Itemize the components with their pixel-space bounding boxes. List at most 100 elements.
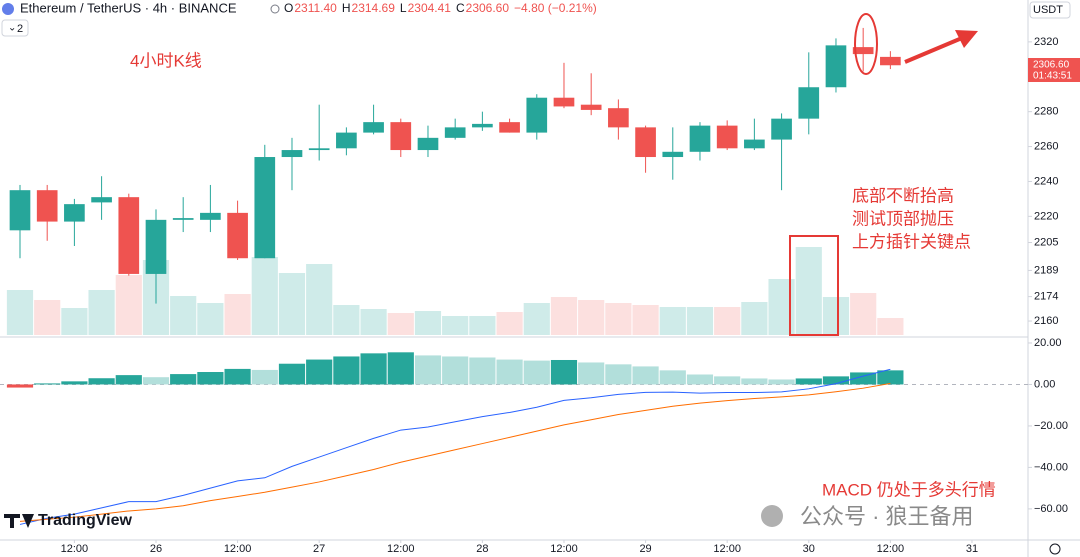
y-tick-label: 2189 — [1034, 264, 1058, 276]
volume-bar — [6, 290, 34, 335]
volume-bar — [496, 312, 523, 335]
volume-bar — [714, 307, 741, 335]
volume-bar — [115, 275, 142, 335]
histogram-bar — [578, 362, 605, 385]
countdown: 01:43:51 — [1033, 71, 1072, 82]
candle-body — [689, 125, 711, 152]
ohlc-item: −4.80 (−0.21%) — [514, 1, 597, 15]
x-tick-label: 12:00 — [61, 543, 89, 555]
histogram-bar — [142, 377, 170, 385]
ohlc-item: 2311.40 — [294, 1, 337, 15]
volume-bar — [578, 300, 605, 335]
histogram-bar — [414, 355, 442, 385]
histogram-bar — [605, 364, 632, 385]
volume-bar — [251, 257, 278, 335]
volume-bar — [550, 297, 578, 335]
candle-body — [825, 45, 847, 88]
candle-body — [227, 212, 248, 259]
y-tick-label: 2320 — [1034, 36, 1058, 48]
candle-body — [580, 104, 602, 110]
candle-body — [771, 118, 792, 140]
volume-bar — [224, 294, 251, 335]
candle-body — [662, 151, 684, 158]
volume-bar — [877, 318, 904, 335]
histogram-bar — [469, 357, 496, 385]
histogram-bar — [387, 352, 414, 385]
histogram-bar — [659, 370, 686, 385]
histogram-bar — [877, 370, 904, 385]
annotation: 上方插针关键点 — [852, 232, 971, 251]
x-tick-label: 26 — [150, 543, 162, 555]
candle-body — [336, 132, 357, 149]
highlight-box — [789, 235, 839, 336]
volume-bar — [741, 302, 768, 335]
y-tick-label: 20.00 — [1034, 337, 1062, 349]
histogram-bar — [360, 353, 387, 385]
x-tick-label: 12:00 — [550, 543, 578, 555]
histogram-bar — [850, 372, 877, 385]
candle-body — [472, 123, 493, 128]
y-tick-label: 0.00 — [1034, 378, 1055, 390]
candle-body — [9, 190, 31, 231]
annotation: MACD 仍处于多头行情 — [822, 480, 996, 499]
x-tick-label: 31 — [966, 543, 978, 555]
x-tick-label: 28 — [476, 543, 488, 555]
histogram-bar — [741, 378, 768, 385]
wechat-icon — [761, 505, 783, 527]
candle-body — [798, 87, 820, 119]
volume-bar — [197, 303, 224, 335]
histogram-bar — [795, 378, 822, 385]
settings-icon[interactable] — [1049, 543, 1061, 555]
plot: 2320230022802260224022202205218921742160… — [0, 27, 1068, 555]
macd-line — [19, 382, 891, 522]
volume-bar — [414, 311, 442, 335]
candle-body — [744, 139, 765, 149]
watermark: 公众号 · 狼王备用 — [800, 504, 974, 529]
annotation: 4小时K线 — [130, 51, 202, 70]
y-tick-label: −40.00 — [1034, 461, 1068, 473]
volume-bar — [387, 313, 414, 335]
histogram-bar — [6, 384, 34, 388]
annotation: 底部不断抬高 — [852, 186, 954, 205]
tv-logo: TradingView — [38, 512, 133, 529]
indicator-toggle[interactable] — [1, 19, 29, 37]
histogram-bar — [822, 376, 850, 385]
candle-body — [716, 125, 738, 149]
volume-bar — [795, 247, 822, 335]
candle-body — [390, 122, 412, 151]
y-tick-label: −20.00 — [1034, 420, 1068, 432]
y-tick-label: 2160 — [1034, 315, 1058, 327]
y-tick-label: 2174 — [1034, 291, 1058, 303]
arrow-head — [955, 30, 978, 48]
histogram-bar — [306, 359, 333, 385]
histogram-bar — [197, 372, 224, 385]
symbol: Ethereum / TetherUS · 4h · BINANCE — [20, 0, 237, 15]
volume-bar — [659, 307, 686, 335]
x-tick-label: 12:00 — [387, 543, 415, 555]
x-tick-label: 29 — [639, 543, 651, 555]
highlight-circle — [854, 13, 878, 75]
histogram-bar — [686, 374, 714, 385]
volume-bar — [686, 307, 714, 335]
volume-bar — [850, 293, 877, 335]
histogram-bar — [251, 369, 278, 385]
volume-bar — [469, 316, 496, 335]
candle-body — [118, 197, 140, 274]
candle-body — [145, 219, 167, 274]
ohlc-item: C — [456, 1, 465, 15]
price-tag-value: 2306.60 — [1033, 60, 1070, 71]
y-tick-label: 2240 — [1034, 175, 1058, 187]
candle-body — [281, 150, 303, 158]
candle-body — [608, 108, 629, 128]
arrow-shaft — [904, 36, 963, 64]
candle-body — [308, 148, 330, 151]
price-tag — [1028, 58, 1080, 82]
volume-bar — [360, 309, 387, 335]
indicator-count: 2 — [17, 23, 23, 35]
histogram-bar — [442, 356, 469, 385]
ohlc-item: H — [342, 1, 351, 15]
currency: USDT — [1033, 4, 1063, 16]
currency-box[interactable] — [1029, 1, 1071, 19]
